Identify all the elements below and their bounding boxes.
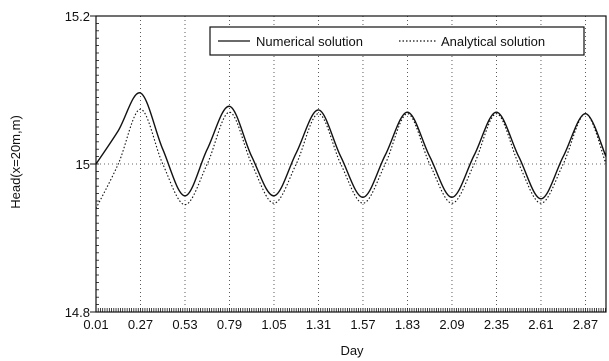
x-tick-label: 2.61 <box>528 317 553 332</box>
series-line-numerical <box>95 92 607 200</box>
legend-label-analytical: Analytical solution <box>441 34 545 49</box>
series-layer <box>95 92 607 209</box>
legend-box <box>209 26 585 56</box>
minor-ticks <box>95 15 606 313</box>
x-tick-label: 0.53 <box>172 317 197 332</box>
y-tick-label: 14.8 <box>65 305 90 320</box>
y-tick-label: 15 <box>76 157 90 172</box>
x-axis-title: Day <box>340 343 364 358</box>
x-tick-label: 1.57 <box>350 317 375 332</box>
series-line-analytical <box>95 108 607 209</box>
x-tick-label: 1.05 <box>261 317 286 332</box>
x-tick-label: 2.87 <box>573 317 598 332</box>
x-tick-label: 0.79 <box>217 317 242 332</box>
grid-layer <box>96 16 606 312</box>
x-tick-label: 2.35 <box>484 317 509 332</box>
x-tick-label: 2.09 <box>439 317 464 332</box>
x-tick-label: 1.31 <box>306 317 331 332</box>
y-tick-labels: 14.8 15 15.2 <box>65 9 96 320</box>
legend-label-numerical: Numerical solution <box>256 34 363 49</box>
y-tick-label: 15.2 <box>65 9 90 24</box>
x-tick-label: 1.83 <box>395 317 420 332</box>
x-tick-label: 0.01 <box>83 317 108 332</box>
x-tick-label: 0.27 <box>128 317 153 332</box>
x-tick-labels: 0.01 0.27 0.53 0.79 1.05 1.31 1.57 1.83 2.09 2.35… <box>83 317 598 332</box>
legend: Numerical solution Analytical solution <box>209 26 585 56</box>
y-axis-title: Head(x=20m,m) <box>8 115 23 209</box>
